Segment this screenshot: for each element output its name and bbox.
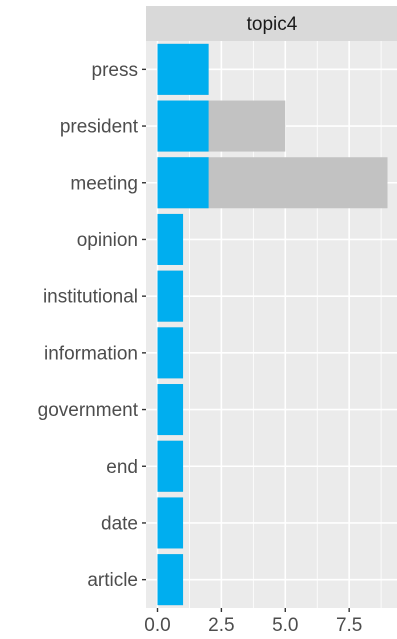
bar-article (157, 554, 184, 606)
y-axis: press president meeting opinion institutiona… (38, 60, 146, 591)
x-tick-label: 2.5 (208, 615, 234, 636)
y-tick-label: meeting (70, 173, 138, 194)
y-tick-label: president (60, 117, 139, 138)
y-tick-label: end (106, 457, 138, 478)
y-tick-label: information (44, 343, 138, 364)
bar-date (157, 497, 184, 549)
highlight-bars (157, 43, 209, 606)
y-tick-label: article (87, 570, 138, 591)
facet-strip-label: topic4 (247, 14, 298, 35)
x-tick-label: 7.5 (336, 615, 362, 636)
bar-information (157, 327, 184, 379)
x-tick-label: 0.0 (144, 615, 170, 636)
bar-end (157, 440, 184, 492)
bar-president (157, 100, 209, 152)
y-tick-label: date (101, 513, 138, 534)
x-tick-label: 5.0 (272, 615, 298, 636)
facet-strip (146, 6, 397, 41)
y-tick-label: government (38, 400, 139, 421)
y-tick-label: press (92, 60, 138, 81)
bar-government (157, 384, 184, 436)
bar-opinion (157, 213, 184, 265)
y-tick-label: opinion (77, 230, 138, 251)
bar-institutional (157, 270, 184, 322)
y-tick-label: institutional (43, 287, 138, 308)
bar-press (157, 43, 209, 95)
x-axis: 0.0 2.5 5.0 7.5 (144, 608, 362, 636)
bar-meeting (157, 157, 209, 209)
